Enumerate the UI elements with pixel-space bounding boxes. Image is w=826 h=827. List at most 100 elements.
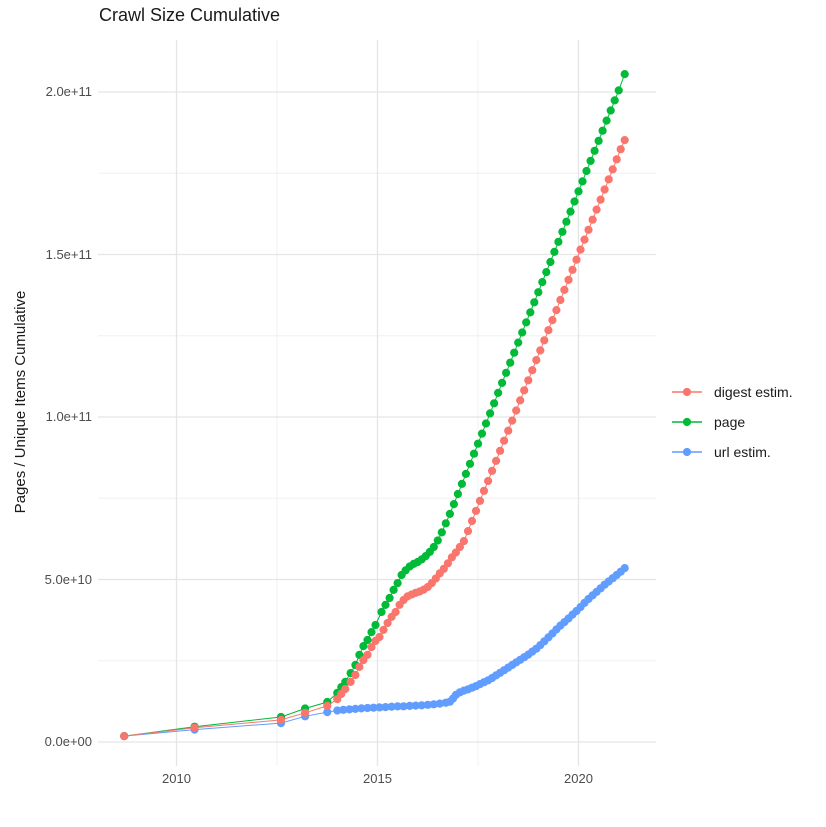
data-point bbox=[496, 446, 505, 455]
data-point bbox=[484, 476, 493, 486]
data-point bbox=[423, 700, 432, 709]
data-point bbox=[596, 195, 605, 204]
data-point bbox=[389, 585, 398, 595]
data-point bbox=[608, 165, 617, 174]
data-point bbox=[469, 449, 479, 458]
data-point bbox=[341, 684, 350, 694]
x-tick-label: 2020 bbox=[564, 771, 593, 786]
data-point bbox=[417, 701, 426, 710]
data-point bbox=[538, 278, 547, 287]
data-point bbox=[276, 715, 286, 725]
data-point bbox=[510, 348, 519, 357]
data-point bbox=[570, 197, 579, 206]
data-point bbox=[461, 469, 470, 478]
data-point bbox=[564, 275, 573, 284]
data-point bbox=[473, 439, 483, 448]
data-point bbox=[441, 519, 450, 528]
data-point bbox=[528, 366, 537, 375]
data-point bbox=[490, 399, 499, 408]
data-point bbox=[355, 662, 364, 672]
data-point bbox=[301, 708, 310, 717]
data-point bbox=[345, 705, 354, 714]
data-point bbox=[488, 466, 497, 475]
data-point bbox=[393, 579, 402, 588]
data-point bbox=[393, 702, 402, 711]
data-point bbox=[594, 136, 603, 145]
data-point bbox=[429, 542, 438, 552]
y-tick-label: 1.0e+11 bbox=[45, 409, 92, 424]
data-point bbox=[592, 205, 601, 214]
data-point bbox=[357, 704, 366, 713]
data-point bbox=[385, 593, 394, 603]
data-point bbox=[578, 177, 587, 186]
x-tick-label: 2015 bbox=[363, 771, 392, 786]
series-points-url bbox=[120, 564, 629, 741]
y-tick-label: 5.0e+10 bbox=[44, 571, 92, 587]
data-point bbox=[465, 459, 475, 468]
data-point bbox=[333, 706, 342, 715]
data-point bbox=[363, 703, 372, 713]
data-point bbox=[504, 426, 513, 435]
data-point bbox=[616, 145, 625, 154]
data-point bbox=[536, 346, 545, 355]
data-point bbox=[512, 406, 521, 415]
data-point bbox=[580, 235, 589, 244]
data-point bbox=[508, 416, 517, 425]
data-point bbox=[391, 607, 400, 617]
data-point bbox=[411, 701, 420, 710]
data-point bbox=[351, 670, 360, 680]
data-point bbox=[381, 600, 390, 610]
data-point bbox=[479, 486, 489, 495]
data-point bbox=[371, 620, 380, 630]
data-point bbox=[375, 703, 384, 712]
data-point bbox=[588, 215, 597, 224]
data-point bbox=[560, 285, 569, 294]
legend-label: url estim. bbox=[714, 444, 771, 460]
data-point bbox=[375, 632, 384, 642]
data-point bbox=[614, 86, 623, 95]
data-point bbox=[494, 388, 503, 397]
data-point bbox=[506, 358, 515, 367]
legend-item-url: url estim. bbox=[670, 437, 793, 467]
data-point bbox=[377, 607, 386, 617]
data-point bbox=[455, 542, 464, 552]
data-point bbox=[457, 479, 466, 488]
data-point bbox=[610, 96, 619, 105]
data-point bbox=[612, 155, 621, 164]
chart-title: Crawl Size Cumulative bbox=[99, 5, 281, 25]
data-point bbox=[590, 146, 599, 155]
legend: digest estim. page url estim. bbox=[670, 377, 793, 467]
data-point bbox=[467, 516, 477, 526]
data-point bbox=[542, 268, 551, 277]
data-point bbox=[477, 429, 487, 438]
legend-key-point bbox=[682, 417, 692, 427]
data-point bbox=[558, 227, 567, 236]
data-point bbox=[520, 386, 529, 395]
data-point bbox=[524, 376, 533, 385]
data-point bbox=[381, 703, 390, 712]
data-point bbox=[576, 245, 585, 254]
legend-item-page: page bbox=[670, 407, 793, 437]
data-point bbox=[600, 185, 609, 194]
data-point bbox=[574, 187, 583, 196]
data-point bbox=[453, 489, 462, 499]
data-point bbox=[572, 255, 581, 264]
data-point bbox=[568, 265, 577, 274]
data-point bbox=[351, 704, 360, 714]
data-point bbox=[435, 699, 444, 708]
data-point bbox=[463, 527, 473, 536]
data-point bbox=[598, 126, 607, 135]
data-point bbox=[620, 70, 629, 79]
data-point bbox=[492, 456, 501, 465]
data-point bbox=[502, 368, 511, 377]
data-point bbox=[584, 225, 593, 234]
legend-key-icon bbox=[672, 387, 702, 397]
data-point bbox=[606, 106, 615, 115]
data-point bbox=[532, 356, 541, 365]
data-point bbox=[554, 237, 563, 246]
data-point bbox=[339, 705, 348, 714]
data-point bbox=[346, 677, 355, 687]
data-point bbox=[552, 306, 561, 315]
data-point bbox=[367, 643, 376, 652]
